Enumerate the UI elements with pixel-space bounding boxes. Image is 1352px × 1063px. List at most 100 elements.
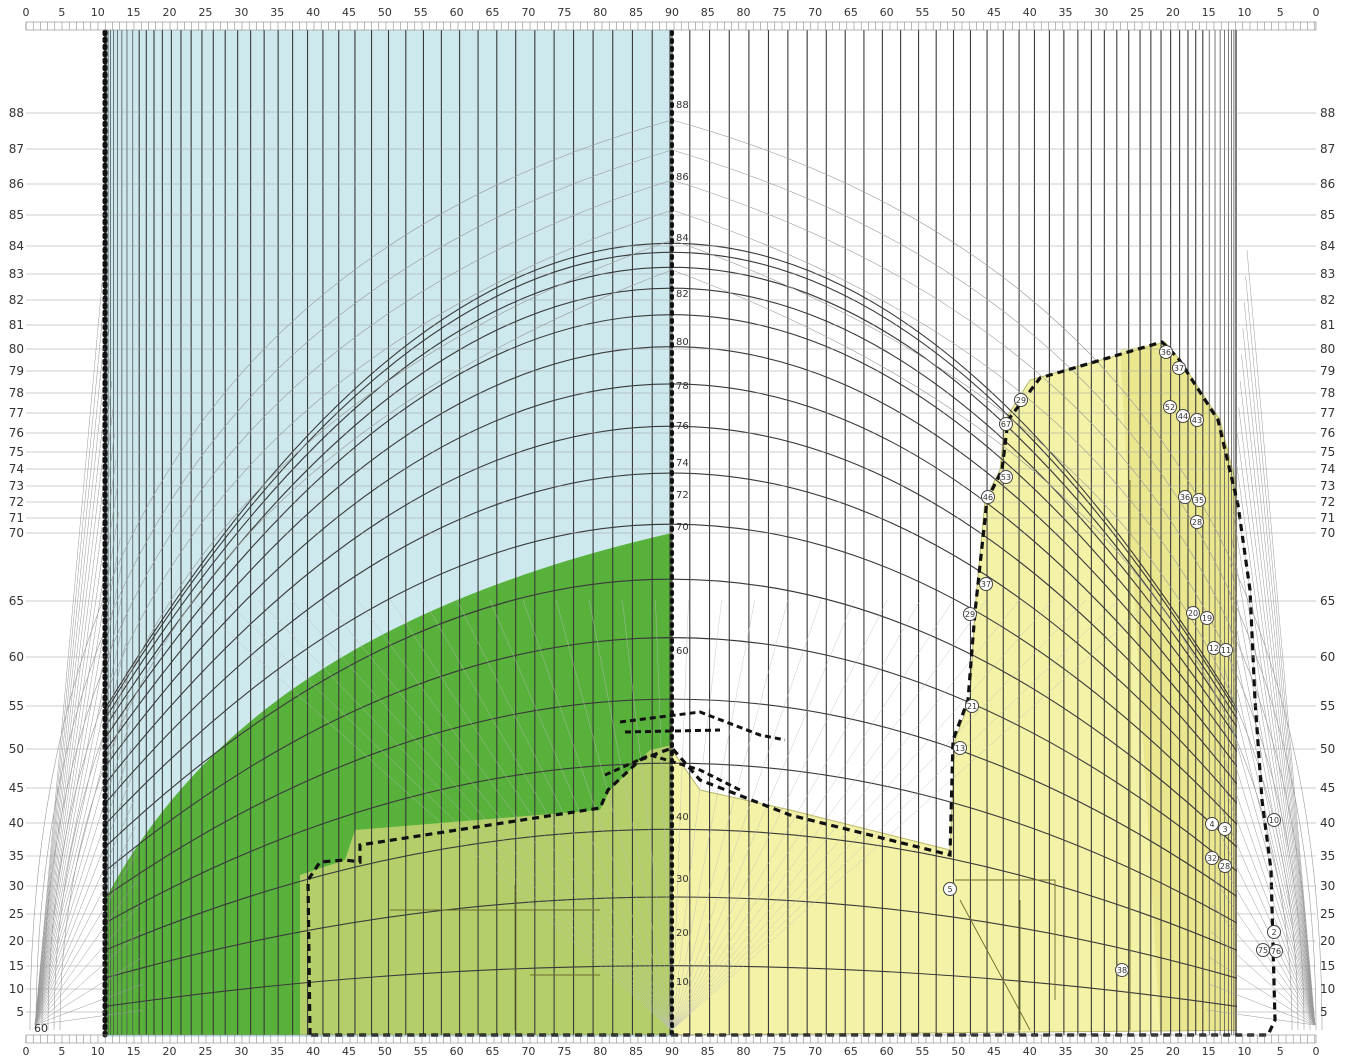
- ray: [671, 599, 855, 1031]
- olive-zone: [300, 745, 672, 1035]
- marker-46: 46: [981, 490, 995, 504]
- ray: [622, 599, 673, 1031]
- altitude-label-left: 84: [9, 239, 24, 253]
- marker-21: 21: [965, 699, 979, 713]
- ray: [1208, 983, 1316, 1026]
- marker-4: 4: [1205, 817, 1219, 831]
- ray: [324, 599, 673, 1031]
- ruler-tick-label: 30: [234, 6, 248, 19]
- ruler-tick-label: 35: [270, 1045, 284, 1058]
- ray: [671, 599, 1053, 1031]
- marker-12: 12: [1207, 641, 1221, 655]
- altitude-label-right: 5: [1320, 1005, 1328, 1019]
- altitude-label-right: 30: [1320, 879, 1335, 893]
- marker-38: 38: [1115, 963, 1129, 977]
- altitude-label-right: 82: [1320, 293, 1335, 307]
- ruler-tick-label: 5: [1277, 6, 1284, 19]
- ray: [34, 302, 109, 1026]
- ray: [390, 599, 673, 1031]
- ruler-tick-label: 55: [414, 6, 428, 19]
- ruler-tick-label: 50: [378, 1045, 392, 1058]
- svg-text:19: 19: [1202, 614, 1212, 623]
- altitude-labels: 88 88 87 87 86 86 85 85 84 84 83 83 82 82 81 81 80 80 79 79…: [9, 100, 1336, 1035]
- altitude-label-left: 25: [9, 907, 24, 921]
- ruler-tick-label: 15: [1202, 6, 1216, 19]
- marker-5: 5: [943, 882, 957, 896]
- altitude-label-right: 50: [1320, 742, 1335, 756]
- ray: [34, 695, 129, 1026]
- ruler-tick-label: 40: [1023, 6, 1037, 19]
- ray: [258, 599, 673, 1031]
- ruler-tick-label: 5: [58, 1045, 65, 1058]
- ruler-tick-label: 40: [306, 1045, 320, 1058]
- marker-75: 75: [1256, 943, 1270, 957]
- ruler-tick-label: 20: [163, 1045, 177, 1058]
- altitude-label-right: 15: [1320, 959, 1335, 973]
- svg-text:5: 5: [947, 885, 952, 894]
- ray: [1221, 721, 1316, 1026]
- ray: [671, 599, 1120, 1031]
- ruler-tick-label: 90: [665, 1045, 679, 1058]
- altitude-label-left: 82: [9, 293, 24, 307]
- ray: [671, 599, 689, 1031]
- altitude-label-left: 77: [9, 406, 24, 420]
- ruler-tick-label: 80: [593, 6, 607, 19]
- altitude-label-right: 76: [1320, 426, 1335, 440]
- altitude-label-left: 76: [9, 426, 24, 440]
- svg-text:29: 29: [965, 610, 975, 619]
- ray: [34, 905, 140, 1026]
- marker-3: 3: [1218, 822, 1232, 836]
- ray: [671, 599, 987, 1031]
- altitude-label-left: 15: [9, 959, 24, 973]
- ruler-tick-label: 85: [701, 1045, 715, 1058]
- marker-53: 53: [999, 470, 1013, 484]
- altitude-label-right: 84: [1320, 239, 1335, 253]
- building-edge: [955, 879, 1056, 1000]
- altitude-label-left: 40: [9, 816, 24, 830]
- altitude-label-left: 50: [9, 742, 24, 756]
- ruler-tick-label: 30: [234, 1045, 248, 1058]
- altitude-label-right: 65: [1320, 594, 1335, 608]
- altitude-label-left: 85: [9, 208, 24, 222]
- ray: [589, 599, 673, 1031]
- ray: [1238, 407, 1316, 1026]
- marker-32: 32: [1205, 851, 1219, 865]
- marker-52: 52: [1163, 400, 1177, 414]
- marker-29: 29: [1014, 393, 1028, 407]
- ruler-tick-label: 70: [808, 1045, 822, 1058]
- marker-28: 28: [1218, 859, 1232, 873]
- svg-text:21: 21: [967, 702, 977, 711]
- ray: [34, 878, 139, 1026]
- ray: [34, 931, 142, 1026]
- svg-text:13: 13: [955, 744, 965, 753]
- center-altitude-label: 86: [676, 172, 689, 183]
- ray: [456, 599, 673, 1031]
- center-altitude-label: 88: [676, 100, 689, 111]
- ruler-tick-label: 20: [1166, 6, 1180, 19]
- ray: [1217, 800, 1316, 1026]
- ruler-tick-label: 45: [987, 6, 1001, 19]
- ruler-tick-label: 65: [486, 6, 500, 19]
- ruler-tick-label: 20: [1166, 1045, 1180, 1058]
- marker-13: 13: [953, 741, 967, 755]
- altitude-label-right: 87: [1320, 142, 1335, 156]
- altitude-label-right: 10: [1320, 982, 1335, 996]
- ruler-tick-label: 75: [772, 6, 786, 19]
- ray: [357, 599, 673, 1031]
- altitude-label-right: 20: [1320, 934, 1335, 948]
- altitude-label-right: 77: [1320, 406, 1335, 420]
- ruler-tick-label: 70: [521, 6, 535, 19]
- svg-text:12: 12: [1209, 644, 1219, 653]
- ruler-tick-label: 55: [915, 1045, 929, 1058]
- marker-10: 10: [1267, 813, 1281, 827]
- ruler-tick-label: 15: [1202, 1045, 1216, 1058]
- ray: [671, 599, 1086, 1031]
- ray: [34, 381, 113, 1026]
- svg-text:37: 37: [981, 580, 991, 589]
- ruler-tick-label: 75: [557, 1045, 571, 1058]
- altitude-label-left: 70: [9, 526, 24, 540]
- svg-text:43: 43: [1192, 416, 1202, 425]
- ruler-tick-label: 80: [737, 6, 751, 19]
- ray: [1219, 774, 1316, 1026]
- ruler-tick-label: 10: [1237, 6, 1251, 19]
